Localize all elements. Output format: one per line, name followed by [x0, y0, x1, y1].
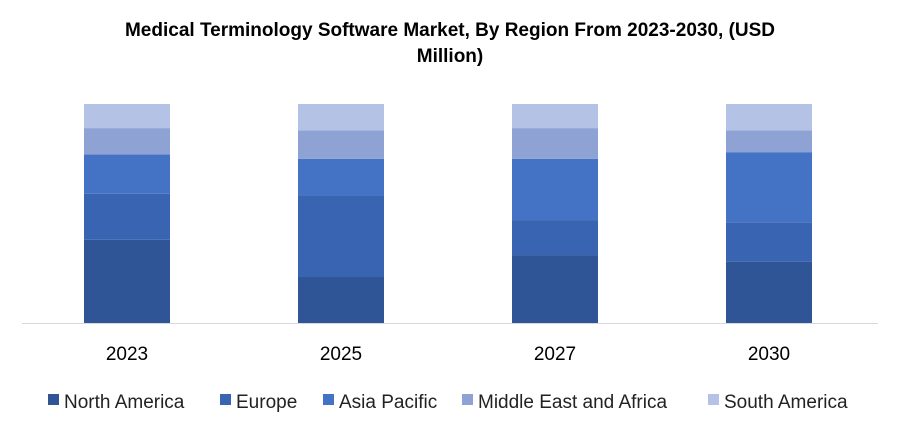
legend-label-south-america: South America: [724, 392, 848, 413]
legend-label-asia-pacific: Asia Pacific: [339, 392, 437, 413]
chart-title: Medical Terminology Software Market, By …: [124, 20, 776, 67]
legend-label-europe: Europe: [236, 392, 297, 413]
x-tick-label-2027: 2027: [534, 344, 576, 365]
bar-north-america-2023: [84, 239, 170, 323]
bar-south-america-2023: [84, 104, 170, 129]
x-tick-label-2030: 2030: [748, 344, 790, 365]
legend-swatch-north-america: [48, 394, 59, 405]
bar-europe-2030: [726, 222, 812, 262]
bar-europe-2023: [84, 193, 170, 240]
bar-middle-east-and-africa-2030: [726, 130, 812, 153]
legend-label-middle-east-and-africa: Middle East and Africa: [478, 392, 667, 413]
bar-asia-pacific-2030: [726, 152, 812, 223]
x-tick-label-2023: 2023: [106, 344, 148, 365]
bar-middle-east-and-africa-2023: [84, 128, 170, 155]
bar-asia-pacific-2027: [512, 158, 598, 221]
bar-asia-pacific-2023: [84, 154, 170, 194]
bar-europe-2025: [298, 195, 384, 278]
legend-swatch-south-america: [708, 394, 719, 405]
bar-north-america-2030: [726, 261, 812, 323]
bar-south-america-2030: [726, 104, 812, 131]
x-tick-label-2025: 2025: [320, 344, 362, 365]
bar-asia-pacific-2025: [298, 158, 384, 196]
legend-swatch-asia-pacific: [323, 394, 334, 405]
bar-north-america-2027: [512, 255, 598, 323]
bar-middle-east-and-africa-2027: [512, 128, 598, 159]
bar-north-america-2025: [298, 277, 384, 323]
legend-label-north-america: North America: [64, 392, 185, 413]
bar-south-america-2027: [512, 104, 598, 129]
bar-middle-east-and-africa-2025: [298, 130, 384, 159]
bar-south-america-2025: [298, 104, 384, 131]
legend-swatch-europe: [220, 394, 231, 405]
bar-europe-2027: [512, 220, 598, 256]
legend-swatch-middle-east-and-africa: [462, 394, 473, 405]
